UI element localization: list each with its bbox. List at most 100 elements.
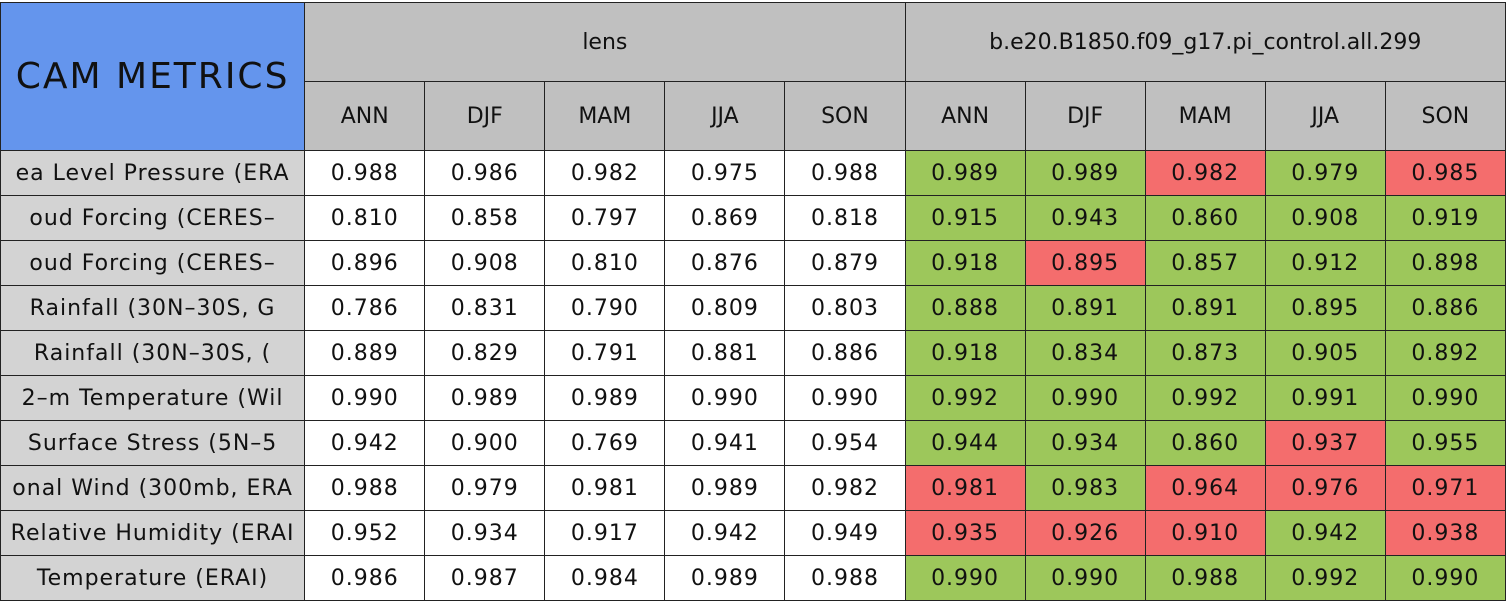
data-row: oud Forcing (CERES– 0.896 0.908 0.810 0.876 0…: [0, 240, 1507, 286]
value-cell: 0.908: [1264, 195, 1386, 241]
value-cell: 0.989: [424, 375, 546, 421]
value-cell: 0.860: [1144, 420, 1266, 466]
value-cell: 0.910: [1144, 510, 1266, 556]
value-cell: 0.935: [904, 510, 1026, 556]
value-cell: 0.982: [544, 150, 666, 196]
value-cell: 0.985: [1384, 150, 1507, 196]
value-cell: 0.900: [424, 420, 546, 466]
value-cell: 0.888: [904, 285, 1026, 331]
value-cell: 0.895: [1024, 240, 1146, 286]
metrics-table: CAM METRICS lens b.e20.B1850.f09_g17.pi_co…: [0, 2, 1507, 601]
value-cell: 0.908: [424, 240, 546, 286]
season-row: ANN DJF MAM JJA SON ANN DJF MAM JJA SON: [1, 81, 1507, 151]
value-cell: 0.984: [544, 555, 666, 601]
value-cell: 0.990: [1384, 555, 1507, 601]
value-cell: 0.989: [664, 465, 786, 511]
value-cell: 0.831: [424, 285, 546, 331]
row-label: Surface Stress (5N–5: [0, 420, 306, 466]
data-row: Rainfall (30N–30S, G 0.786 0.831 0.790 0.809…: [0, 285, 1507, 331]
value-cell: 0.990: [304, 375, 426, 421]
value-cell: 0.892: [1384, 330, 1507, 376]
value-cell: 0.991: [1264, 375, 1386, 421]
value-cell: 0.988: [784, 150, 906, 196]
value-cell: 0.809: [664, 285, 786, 331]
value-cell: 0.992: [904, 375, 1026, 421]
season-header: MAM: [544, 81, 666, 151]
data-row: onal Wind (300mb, ERA 0.988 0.979 0.981 0.98…: [0, 465, 1507, 511]
value-cell: 0.988: [1144, 555, 1266, 601]
value-cell: 0.988: [304, 465, 426, 511]
value-cell: 0.791: [544, 330, 666, 376]
value-cell: 0.955: [1384, 420, 1507, 466]
value-cell: 0.873: [1144, 330, 1266, 376]
value-cell: 0.829: [424, 330, 546, 376]
value-cell: 0.979: [424, 465, 546, 511]
row-label: oud Forcing (CERES–: [0, 195, 306, 241]
group-header: b.e20.B1850.f09_g17.pi_control.all.299: [904, 2, 1507, 82]
value-cell: 0.876: [664, 240, 786, 286]
value-cell: 0.989: [544, 375, 666, 421]
data-row: ea Level Pressure (ERA 0.988 0.986 0.982 0.9…: [0, 150, 1507, 196]
data-row: oud Forcing (CERES– 0.810 0.858 0.797 0.869 0…: [0, 195, 1507, 241]
season-header: DJF: [1024, 81, 1146, 151]
season-header: ANN: [904, 81, 1026, 151]
value-cell: 0.964: [1144, 465, 1266, 511]
value-cell: 0.989: [1024, 150, 1146, 196]
value-cell: 0.790: [544, 285, 666, 331]
value-cell: 0.942: [304, 420, 426, 466]
season-header: JJA: [664, 81, 786, 151]
value-cell: 0.918: [904, 240, 1026, 286]
row-label: Rainfall (30N–30S, (: [0, 330, 306, 376]
season-header: JJA: [1264, 81, 1386, 151]
value-cell: 0.990: [784, 375, 906, 421]
value-cell: 0.938: [1384, 510, 1507, 556]
header-row: CAM METRICS lens b.e20.B1850.f09_g17.pi_co…: [0, 2, 1507, 151]
value-cell: 0.860: [1144, 195, 1266, 241]
value-cell: 0.881: [664, 330, 786, 376]
value-cell: 0.988: [784, 555, 906, 601]
season-header: SON: [784, 81, 906, 151]
value-cell: 0.895: [1264, 285, 1386, 331]
value-cell: 0.987: [424, 555, 546, 601]
value-cell: 0.988: [304, 150, 426, 196]
group-header: lens: [304, 2, 906, 82]
value-cell: 0.990: [1024, 375, 1146, 421]
season-header: SON: [1384, 81, 1507, 151]
value-cell: 0.941: [664, 420, 786, 466]
value-cell: 0.990: [1384, 375, 1507, 421]
data-row: Rainfall (30N–30S, (0.889 0.829 0.791 0.881…: [0, 330, 1507, 376]
value-cell: 0.797: [544, 195, 666, 241]
value-cell: 0.981: [544, 465, 666, 511]
row-label: oud Forcing (CERES–: [0, 240, 306, 286]
value-cell: 0.971: [1384, 465, 1507, 511]
value-cell: 0.992: [1264, 555, 1386, 601]
value-cell: 0.990: [664, 375, 786, 421]
value-cell: 0.937: [1264, 420, 1386, 466]
value-cell: 0.869: [664, 195, 786, 241]
value-cell: 0.818: [784, 195, 906, 241]
value-cell: 0.975: [664, 150, 786, 196]
value-cell: 0.944: [904, 420, 1026, 466]
value-cell: 0.889: [304, 330, 426, 376]
value-cell: 0.954: [784, 420, 906, 466]
value-cell: 0.918: [904, 330, 1026, 376]
value-cell: 0.858: [424, 195, 546, 241]
value-cell: 0.786: [304, 285, 426, 331]
value-cell: 0.952: [304, 510, 426, 556]
value-cell: 0.992: [1144, 375, 1266, 421]
data-row: Relative Humidity (ERAI 0.952 0.934 0.917 0.…: [0, 510, 1507, 556]
season-header: DJF: [424, 81, 546, 151]
value-cell: 0.982: [1144, 150, 1266, 196]
season-header: ANN: [304, 81, 426, 151]
value-cell: 0.898: [1384, 240, 1507, 286]
value-cell: 0.834: [1024, 330, 1146, 376]
value-cell: 0.990: [1024, 555, 1146, 601]
value-cell: 0.915: [904, 195, 1026, 241]
row-label: Temperature (ERAI): [0, 555, 306, 601]
value-cell: 0.986: [424, 150, 546, 196]
value-cell: 0.886: [1384, 285, 1507, 331]
value-cell: 0.891: [1024, 285, 1146, 331]
value-cell: 0.989: [904, 150, 1026, 196]
value-cell: 0.983: [1024, 465, 1146, 511]
